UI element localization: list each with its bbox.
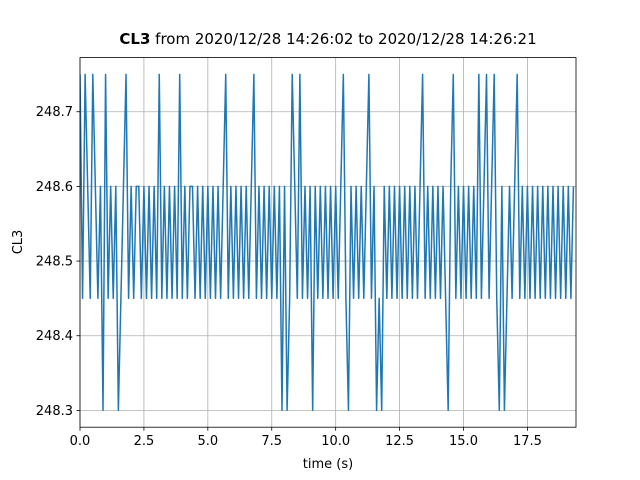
x-axis-label: time (s): [303, 457, 353, 472]
x-tick-label: 7.5: [261, 434, 282, 449]
x-tick-label: 5.0: [197, 434, 218, 449]
x-tick-label: 15.0: [449, 434, 478, 449]
y-tick-label: 248.4: [36, 329, 73, 344]
x-tick-label: 0.0: [70, 434, 91, 449]
x-tick-label: 2.5: [134, 434, 155, 449]
x-tick-label: 10.0: [321, 434, 350, 449]
y-tick-label: 248.7: [36, 105, 73, 120]
title-name: CL3: [119, 30, 150, 48]
data-line: [80, 73, 575, 412]
y-axis-label: CL3: [11, 230, 26, 255]
y-tick-label: 248.6: [36, 180, 73, 195]
y-tick-label: 248.3: [36, 404, 73, 419]
plot-frame: [79, 57, 577, 428]
x-tick-label: 12.5: [385, 434, 414, 449]
title-text: from 2020/12/28 14:26:02 to 2020/12/28 1…: [155, 30, 536, 48]
x-tick-label: 17.5: [513, 434, 542, 449]
chart-title: CL3 from 2020/12/28 14:26:02 to 2020/12/…: [119, 30, 536, 48]
y-tick-label: 248.5: [36, 255, 73, 270]
